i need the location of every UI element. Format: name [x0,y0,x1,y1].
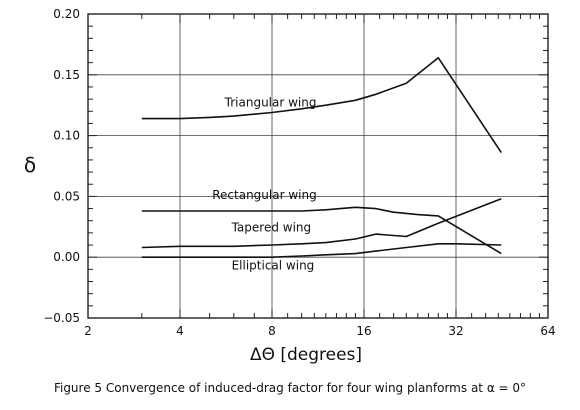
figure-caption: Figure 5 Convergence of induced-drag fac… [53,381,527,395]
curve-label: Triangular wing [224,95,317,109]
series-line-triangular-wing [141,56,502,154]
x-axis-label: ΔΘ [degrees] [250,345,362,365]
curve-label: Rectangular wing [212,188,316,202]
y-tick-label: 0.00 [53,250,80,264]
curve-label: Tapered wing [231,221,312,235]
series-line-elliptical-wing [141,243,502,259]
x-tick-label: 64 [540,324,555,338]
series-line-rectangular-wing [141,206,502,255]
x-tick-label: 32 [448,324,463,338]
y-axis-label: δ [24,153,36,177]
y-tick-label: 0.05 [53,189,80,203]
plot-frame [87,13,549,319]
curve-label: Elliptical wing [232,258,315,272]
y-tick-label: 0.20 [53,7,80,21]
y-tick-label: 0.15 [53,68,80,82]
series-line-tapered-wing [141,198,502,249]
x-tick-label: 16 [356,324,371,338]
x-tick-label: 2 [84,324,92,338]
y-tick-label: 0.10 [53,129,80,143]
y-tick-label: −0.05 [43,311,80,325]
x-tick-label: 8 [268,324,276,338]
x-tick-label: 4 [176,324,184,338]
